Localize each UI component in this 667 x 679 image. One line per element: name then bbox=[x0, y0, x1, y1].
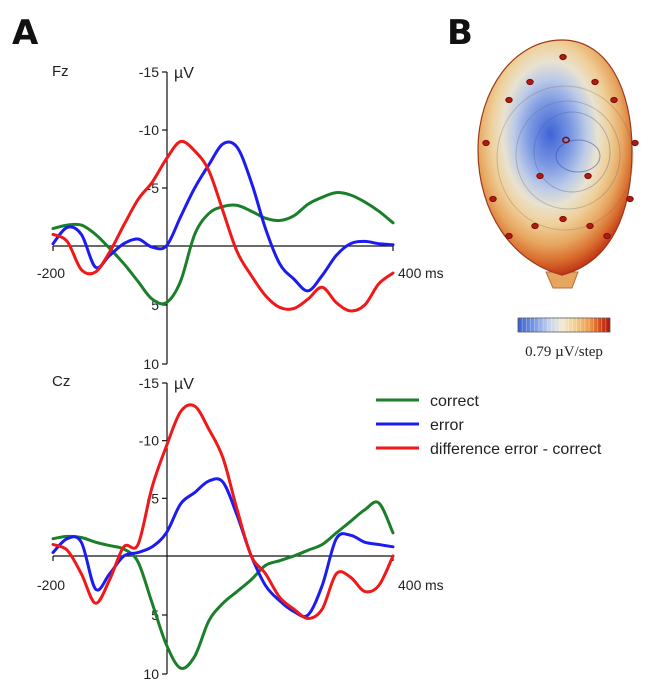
electrode-marker bbox=[526, 78, 534, 86]
series-line-difference bbox=[51, 403, 395, 620]
y-tick-label: -10 bbox=[139, 122, 159, 138]
x-tick-label: 400 bbox=[398, 577, 422, 593]
time-unit-label: ms bbox=[425, 577, 444, 593]
electrodes bbox=[482, 53, 639, 240]
electrode-marker bbox=[531, 222, 539, 230]
y-tick-label: 5 bbox=[151, 297, 159, 313]
electrode-marker bbox=[489, 195, 497, 203]
electrode-marker bbox=[562, 136, 570, 144]
legend-label-correct: correct bbox=[430, 393, 479, 410]
electrode-marker bbox=[559, 215, 567, 223]
series-line-error bbox=[51, 140, 395, 293]
electrode-marker bbox=[626, 195, 634, 203]
colorbar bbox=[517, 317, 611, 333]
y-tick-label: -15 bbox=[139, 375, 159, 391]
electrode-marker bbox=[631, 139, 639, 147]
electrode-marker bbox=[536, 172, 544, 180]
electrode-marker bbox=[603, 232, 611, 240]
y-tick-label: -10 bbox=[139, 433, 159, 449]
electrode-marker bbox=[586, 222, 594, 230]
contour-ring bbox=[555, 139, 601, 173]
electrode-marker bbox=[591, 78, 599, 86]
channel-label: Fz bbox=[52, 63, 69, 80]
panel-label-a: A bbox=[12, 13, 39, 53]
colorbar-ticks bbox=[521, 318, 607, 332]
electrode-marker bbox=[505, 232, 513, 240]
head-shape bbox=[477, 39, 633, 276]
contour-ring bbox=[496, 85, 634, 231]
series-line-difference bbox=[51, 139, 395, 313]
time-unit-label: ms bbox=[425, 265, 444, 281]
x-tick-label: -200 bbox=[37, 577, 65, 593]
x-tick-label: -200 bbox=[37, 265, 65, 281]
series-line-error bbox=[51, 477, 395, 619]
channel-label: Cz bbox=[52, 373, 70, 390]
electrode-marker bbox=[610, 96, 618, 104]
electrode-marker bbox=[482, 139, 490, 147]
colorbar-scale-label: 0.79 µV/step bbox=[525, 344, 603, 360]
panel-label-b: B bbox=[447, 13, 473, 53]
electrode-marker bbox=[559, 53, 567, 61]
y-tick-label: -15 bbox=[139, 64, 159, 80]
unit-label: µV bbox=[174, 376, 194, 393]
unit-label: µV bbox=[174, 65, 194, 82]
legend: correct error difference error - correct bbox=[376, 393, 602, 458]
legend-label-difference: difference error - correct bbox=[430, 441, 602, 458]
series-line-correct bbox=[51, 500, 395, 670]
legend-label-error: error bbox=[430, 417, 464, 434]
y-tick-label: 10 bbox=[143, 356, 159, 372]
x-tick-label: 400 bbox=[398, 265, 422, 281]
electrode-marker bbox=[584, 172, 592, 180]
y-tick-label: 10 bbox=[143, 666, 159, 679]
electrode-marker bbox=[505, 96, 513, 104]
contour-ring bbox=[533, 111, 611, 193]
topographic-map: 0.79 µV/step bbox=[477, 39, 639, 360]
contour-ring bbox=[515, 100, 621, 210]
